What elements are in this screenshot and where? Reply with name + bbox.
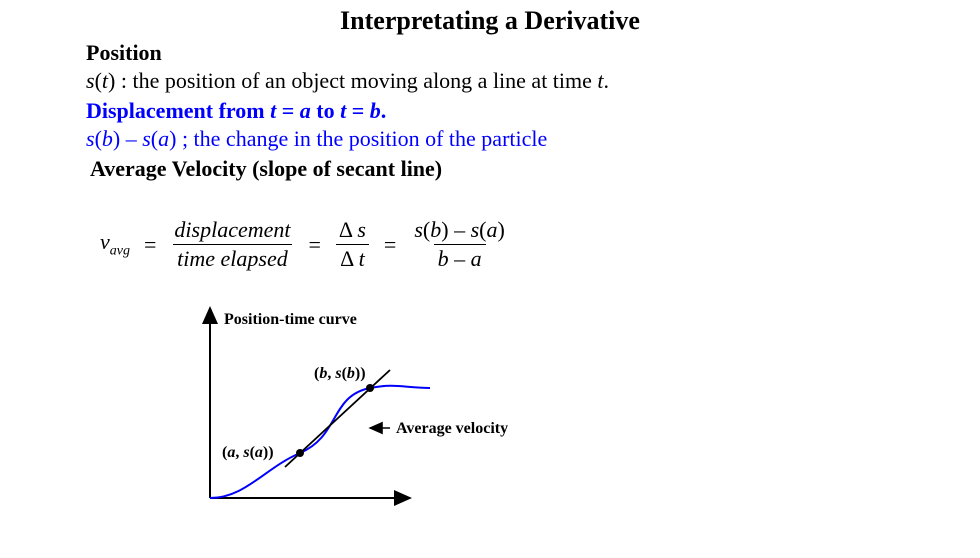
svg-text:(a, s(a)): (a, s(a)) xyxy=(222,444,274,461)
paren: ( xyxy=(95,126,102,151)
disp-head-tail: . xyxy=(381,98,387,123)
svg-text:Position-time curve: Position-time curve xyxy=(224,311,357,328)
disp-b: b xyxy=(102,126,113,151)
avg-velocity-formula: vavg = displacement time elapsed = Δ s Δ… xyxy=(100,218,509,271)
slide-page: Interpretating a Derivative Position s(t… xyxy=(0,0,980,558)
delta-s-delta: Δ xyxy=(339,217,352,242)
disp-sb: s xyxy=(86,126,95,151)
f3n-s2: s xyxy=(471,217,480,242)
delta-s-s: s xyxy=(357,217,366,242)
disp-head-eq1: = xyxy=(276,98,300,123)
f3d-a: a xyxy=(471,246,482,271)
slide-title: Interpretating a Derivative xyxy=(0,6,980,36)
equals-3: = xyxy=(380,232,400,258)
f3n-b: b xyxy=(430,217,441,242)
fraction-2: Δ s Δ t xyxy=(335,218,370,271)
disp-head-mid: to xyxy=(311,98,340,123)
disp-sa: s xyxy=(142,126,151,151)
f3d-b: b xyxy=(438,246,449,271)
f3d-minus: – xyxy=(449,246,471,271)
paren: ( xyxy=(151,126,158,151)
equals-1: = xyxy=(140,232,160,258)
frac2-num: Δ s xyxy=(335,218,370,244)
position-def-rest: : the position of an object moving along… xyxy=(115,68,597,93)
frac1-num: displacement xyxy=(170,218,294,244)
svg-text:(b, s(b)): (b, s(b)) xyxy=(314,365,366,382)
frac3-den: b – a xyxy=(434,244,486,271)
position-heading: Position xyxy=(86,40,162,66)
fraction-3: s(b) – s(a) b – a xyxy=(410,218,508,271)
disp-rest: ; the change in the position of the part… xyxy=(176,126,547,151)
chart-svg: Position-time curve (b, s(b)) (a, s(a)) Ave… xyxy=(190,298,570,518)
delta-t-delta: Δ xyxy=(340,246,353,271)
disp-head-eq2: = xyxy=(346,98,370,123)
frac1-den: time elapsed xyxy=(173,244,292,271)
disp-head-a: a xyxy=(300,98,311,123)
disp-head-b: b xyxy=(370,98,381,123)
avg-velocity-heading: Average Velocity (slope of secant line) xyxy=(90,156,442,182)
v-sub: avg xyxy=(110,244,130,259)
position-def-s: s xyxy=(86,68,95,93)
position-time-chart: Position-time curve (b, s(b)) (a, s(a)) Ave… xyxy=(190,298,570,518)
paren-open: ( xyxy=(95,68,102,93)
position-def-tail: . xyxy=(604,68,610,93)
frac2-den: Δ t xyxy=(336,244,369,271)
fraction-1: displacement time elapsed xyxy=(170,218,294,271)
v-letter: v xyxy=(100,229,110,254)
disp-minus: – xyxy=(120,126,142,151)
svg-text:Average velocity: Average velocity xyxy=(396,420,508,437)
disp-a: a xyxy=(158,126,169,151)
f3n-a: a xyxy=(486,217,497,242)
disp-head-prefix: Displacement from xyxy=(86,98,270,123)
vavg-symbol: vavg xyxy=(100,229,130,259)
displacement-expression: s(b) – s(a) ; the change in the position… xyxy=(86,126,547,152)
delta-t-t: t xyxy=(359,246,365,271)
displacement-heading: Displacement from t = a to t = b. xyxy=(86,98,386,124)
f3n-s1: s xyxy=(414,217,423,242)
f3n-minus: – xyxy=(449,217,471,242)
equals-2: = xyxy=(305,232,325,258)
frac3-num: s(b) – s(a) xyxy=(410,218,508,244)
position-definition: s(t) : the position of an object moving … xyxy=(86,68,609,94)
